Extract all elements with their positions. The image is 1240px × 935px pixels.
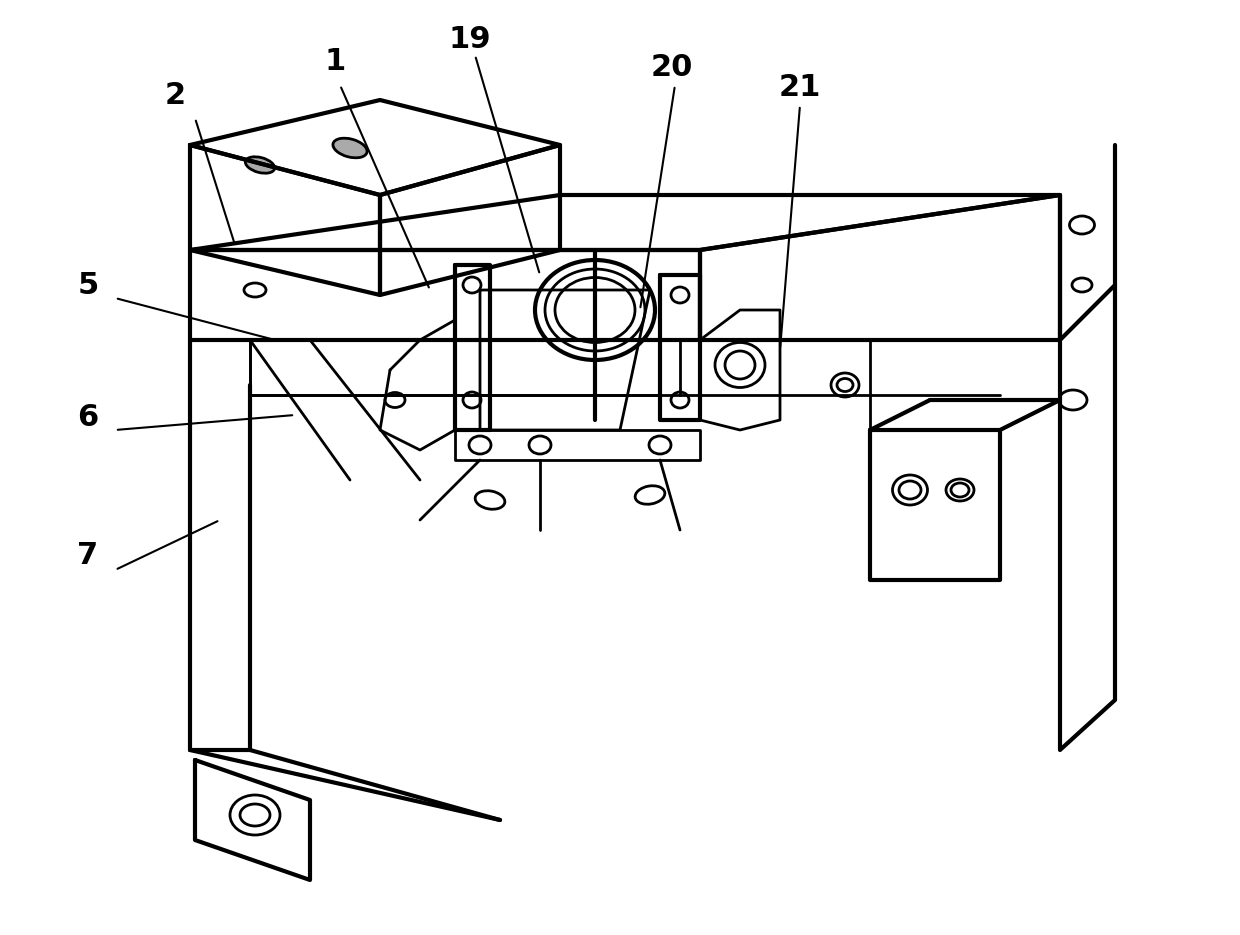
Text: 6: 6 — [77, 402, 99, 431]
Text: 5: 5 — [77, 270, 99, 299]
Ellipse shape — [332, 138, 367, 158]
Ellipse shape — [246, 157, 274, 173]
Text: 2: 2 — [165, 80, 186, 109]
Text: 20: 20 — [651, 53, 693, 82]
Text: 1: 1 — [325, 48, 346, 77]
Text: 19: 19 — [449, 25, 491, 54]
Text: 7: 7 — [77, 540, 98, 569]
Text: 21: 21 — [779, 74, 821, 103]
